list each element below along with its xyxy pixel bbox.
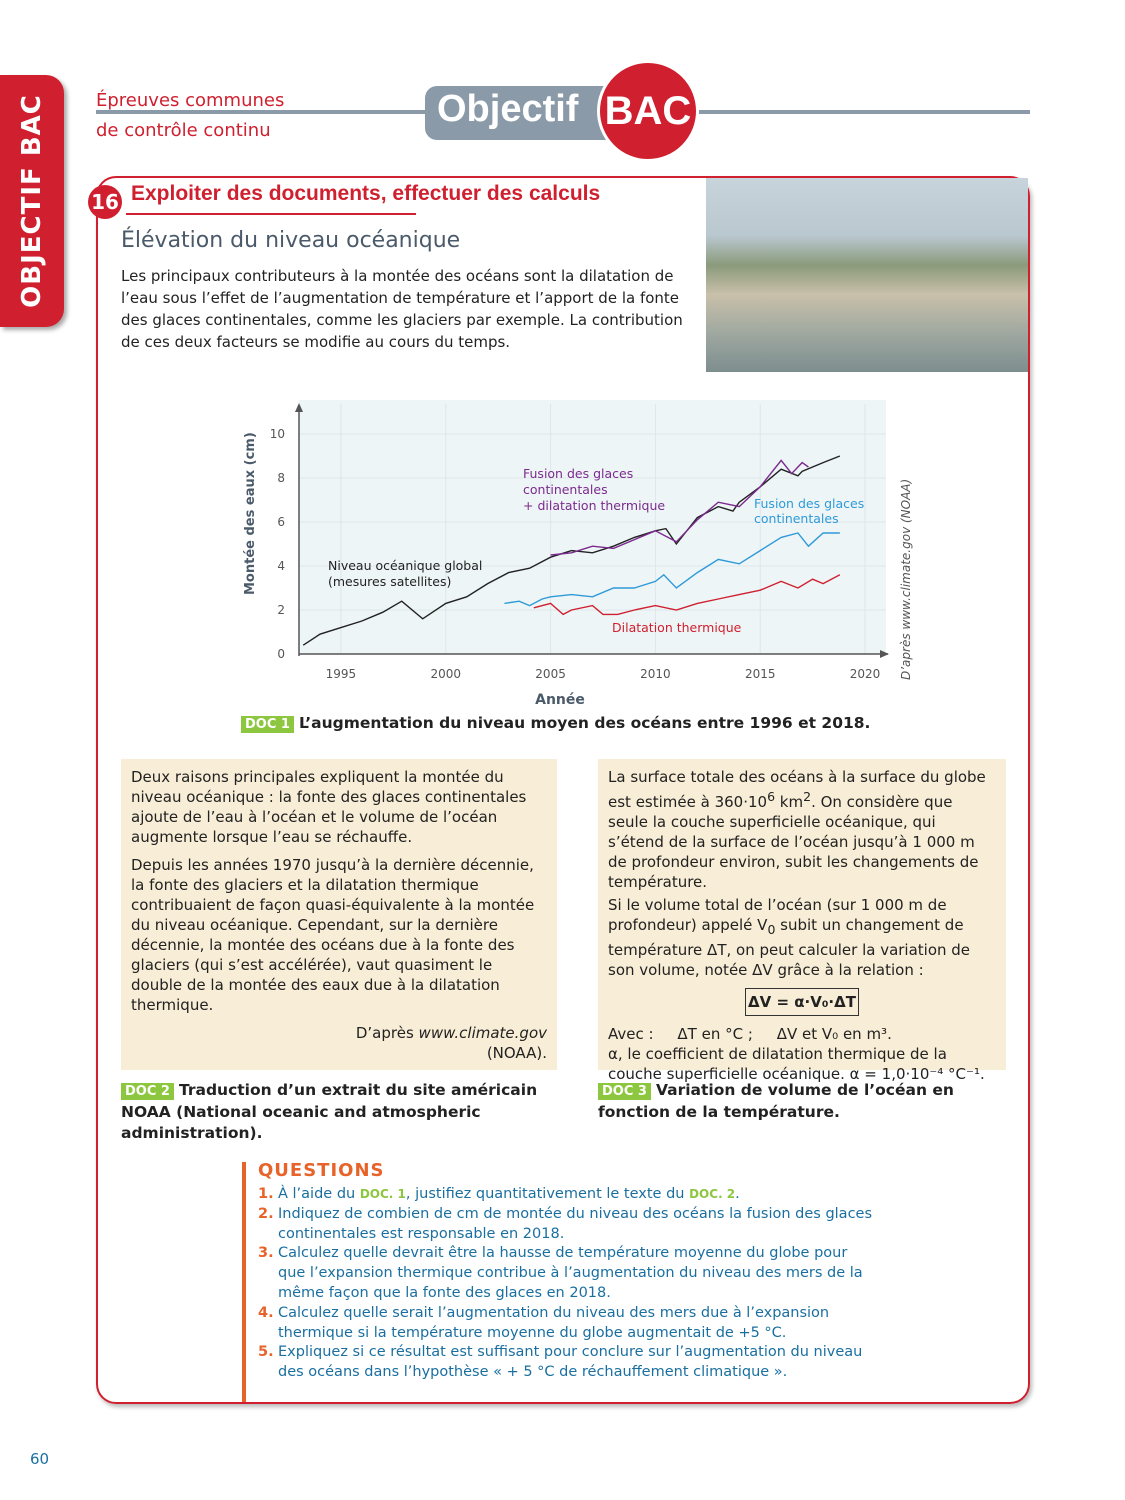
x-tick-label: 2010 xyxy=(640,667,671,681)
y-tick-label: 6 xyxy=(277,515,285,529)
doc3-alpha: α, le coefficient de dilatation thermiqu… xyxy=(608,1045,985,1083)
label-blue-1: Fusion des glaces xyxy=(754,496,864,511)
side-tab: OBJECTIF BAC xyxy=(0,75,64,327)
bac-badge: BAC xyxy=(597,60,699,162)
side-tab-label: OBJECTIF BAC xyxy=(17,94,47,308)
doc3-tag: DOC 3 xyxy=(598,1083,651,1100)
y-axis-arrow-icon xyxy=(295,403,303,412)
x-tick-label: 2015 xyxy=(745,667,776,681)
header-line2: de contrôle continu xyxy=(96,120,271,141)
questions-title: QUESTIONS xyxy=(258,1160,385,1181)
doc3-box: La surface totale des océans à la surfac… xyxy=(598,759,1006,1083)
source-suffix: (NOAA). xyxy=(486,1044,547,1062)
doc3-caption: DOC 3 Variation de volume de l’océan en f… xyxy=(598,1080,1008,1123)
exercise-frame xyxy=(96,176,1030,1404)
series-line-0 xyxy=(302,455,841,646)
source-label: D’après www.climate.gov (NOAA) xyxy=(899,479,913,680)
doc1-tag: DOC 1 xyxy=(241,716,294,733)
doc3-units: Avec : ΔT en °C ; ΔV et V₀ en m³. xyxy=(608,1025,892,1043)
doc2-caption-text: Traduction d’un extrait du site américai… xyxy=(121,1081,538,1142)
question-4: 4. Calculez quelle serait l’augmentation … xyxy=(258,1304,830,1341)
x-tick-label: 1995 xyxy=(326,667,357,681)
question-2: 2. Indiquez de combien de cm de montée du… xyxy=(258,1205,873,1242)
exercise-number: 16 xyxy=(88,185,122,219)
x-axis-label: Année xyxy=(535,692,585,708)
header-line1: Épreuves communes xyxy=(96,90,285,111)
doc2-paragraph-2: Depuis les années 1970 jusqu’à la derniè… xyxy=(131,856,535,1014)
label-global-1: Niveau océanique global xyxy=(328,558,482,573)
doc2-tag: DOC 2 xyxy=(121,1083,174,1100)
formula-box: ΔV = α·V₀·ΔT xyxy=(745,988,859,1016)
y-tick-label: 2 xyxy=(277,603,285,617)
flooded-island-photo xyxy=(706,178,1028,372)
label-purple-2: continentales xyxy=(523,482,608,497)
objectif-banner: Objectif xyxy=(425,86,625,140)
page-number: 60 xyxy=(30,1450,50,1468)
plot-background xyxy=(299,400,886,654)
y-tick-label: 8 xyxy=(277,471,285,485)
label-purple-3: + dilatation thermique xyxy=(523,498,665,513)
label-blue-2: continentales xyxy=(754,511,839,526)
exercise-subtitle: Élévation du niveau océanique xyxy=(121,228,461,253)
questions-bar xyxy=(242,1162,246,1402)
doc1-caption-text: L’augmentation du niveau moyen des océan… xyxy=(298,714,871,732)
series-line-3 xyxy=(533,574,841,616)
question-1: 1. À l’aide du DOC. 1, justifiez quantita… xyxy=(258,1186,740,1202)
questions-list: 1. À l’aide du DOC. 1, justifiez quantita… xyxy=(258,1185,878,1383)
x-tick-label: 2005 xyxy=(535,667,566,681)
doc2-caption: DOC 2 Traduction d’un extrait du site amé… xyxy=(121,1080,571,1144)
source-site: www.climate.gov xyxy=(418,1024,547,1042)
question-3: 3. Calculez quelle devrait être la hausse… xyxy=(258,1245,863,1301)
y-tick-label: 0 xyxy=(277,647,285,661)
sea-level-chart: 0 2 4 6 8 10 1995 2000 2005 2010 2015 2020 Montée d… xyxy=(243,400,913,708)
y-axis-label: Montée des eaux (cm) xyxy=(243,432,258,595)
intro-text: Les principaux contributeurs à la montée… xyxy=(121,267,683,351)
x-tick-label: 2020 xyxy=(850,667,881,681)
series-line-2 xyxy=(504,532,840,607)
doc3-paragraph-2: Si le volume total de l’océan (sur 1 000… xyxy=(608,896,971,979)
y-tick-label: 10 xyxy=(270,427,285,441)
doc-ref: DOC. 2 xyxy=(689,1187,736,1201)
doc-ref: DOC. 1 xyxy=(359,1187,406,1201)
doc3-caption-text: Variation de volume de l’océan en foncti… xyxy=(598,1081,954,1121)
question-5: 5. Expliquez si ce résultat est suffisant… xyxy=(258,1344,863,1381)
label-red: Dilatation thermique xyxy=(612,620,742,635)
doc3-paragraph-1: La surface totale des océans à la surfac… xyxy=(608,768,986,891)
label-global-2: (mesures satellites) xyxy=(328,574,451,589)
doc2-paragraph-1: Deux raisons principales expliquent la m… xyxy=(131,768,527,846)
y-tick-label: 4 xyxy=(277,559,285,573)
doc2-box: Deux raisons principales expliquent la m… xyxy=(121,759,557,1070)
doc1-caption: DOC 1 L’augmentation du niveau moyen des … xyxy=(241,714,871,733)
exercise-title: Exploiter des documents, effectuer des c… xyxy=(131,182,601,205)
label-purple-1: Fusion des glaces xyxy=(523,466,633,481)
header-subtitle: Épreuves communes de contrôle continu xyxy=(96,86,284,146)
title-underline xyxy=(126,213,416,215)
series-line-1 xyxy=(550,459,809,556)
x-axis-arrow-icon xyxy=(880,650,889,658)
source-prefix: D’après xyxy=(355,1024,419,1042)
x-tick-label: 2000 xyxy=(430,667,461,681)
doc2-source: D’après www.climate.gov (NOAA). xyxy=(131,1023,547,1063)
